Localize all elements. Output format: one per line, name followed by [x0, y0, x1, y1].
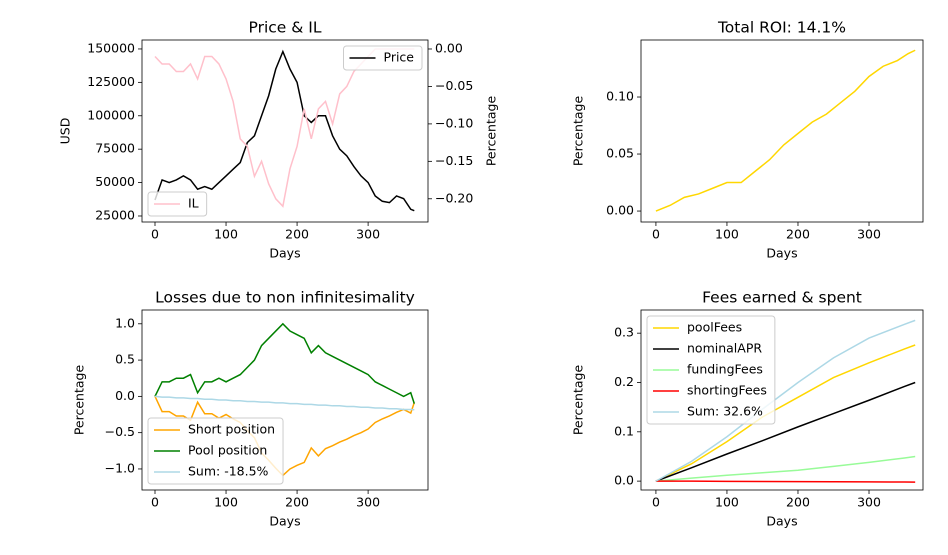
y2-axis-label: Percentage	[484, 96, 499, 167]
y-tick-label: 0.10	[606, 89, 634, 104]
legend-label: Sum: -18.5%	[188, 464, 269, 479]
x-tick-label: 300	[356, 495, 380, 510]
series-line	[154, 48, 415, 208]
y-tick-label: 150000	[87, 40, 135, 55]
axes-frame	[640, 309, 924, 491]
x-tick-label: 300	[356, 227, 380, 242]
legend-label: IL	[188, 196, 199, 211]
chart-title: Total ROI: 14.1%	[717, 19, 846, 37]
legend: Price	[343, 45, 423, 71]
y-tick-label: 25000	[95, 207, 135, 222]
series-line	[154, 395, 415, 411]
x-tick-label: 300	[857, 227, 881, 242]
subplot: 0 100 200 300 0.0 0.1 0.2 0.3 Fees earned & spen…	[571, 289, 924, 529]
x-axis-label: Days	[766, 246, 797, 261]
legend-label: poolFees	[687, 320, 742, 335]
legend-label: Short position	[188, 422, 275, 437]
series-line	[655, 344, 916, 482]
x-tick-label: 0	[151, 495, 159, 510]
x-axis-label: Days	[766, 514, 797, 529]
axes-frame	[141, 309, 429, 491]
y-tick-label: 0.5	[115, 352, 135, 367]
x-tick-label: 100	[214, 227, 238, 242]
subplot: 0 100 200 300 25000 50000 75000 100000 125000 150…	[58, 19, 499, 261]
x-tick-label: 100	[214, 495, 238, 510]
legend-label: Sum: 32.6%	[687, 404, 763, 419]
subplot: 0 100 200 300 0.00 0.05 0.10 Total ROI: 14.1% Da…	[571, 19, 924, 261]
y2-tick-label: −0.15	[435, 153, 473, 168]
subplot: 0 100 200 300 −1.0 −0.5 0.0 0.5 1.0 Losses due to…	[72, 289, 429, 529]
y-tick-label: 125000	[87, 74, 135, 89]
series-line	[655, 480, 916, 483]
x-axis-label: Days	[269, 246, 300, 261]
y-axis-label: Percentage	[571, 365, 586, 436]
y2-tick-label: 0.00	[435, 40, 463, 55]
legend-box	[147, 417, 284, 485]
y2-tick-label: −0.20	[435, 190, 473, 205]
series-line	[154, 322, 416, 404]
legend-box	[343, 45, 423, 71]
y-tick-label: 0.1	[614, 423, 634, 438]
chart-title: Fees earned & spent	[702, 289, 862, 307]
y-axis-label: Percentage	[72, 365, 87, 436]
y-tick-label: 0.05	[606, 146, 634, 161]
y-tick-label: 75000	[95, 141, 135, 156]
y-tick-label: −0.5	[105, 424, 135, 439]
legend-label: Pool position	[188, 443, 267, 458]
y-axis-label: Percentage	[571, 96, 586, 167]
y-tick-label: 0.3	[614, 325, 634, 340]
y-tick-label: 100000	[87, 107, 135, 122]
y-tick-label: 1.0	[115, 315, 135, 330]
y-tick-label: 0.2	[614, 374, 634, 389]
legend: poolFees nominalAPR fundingFees shortingFee…	[646, 315, 776, 425]
y-tick-label: 0.0	[614, 473, 634, 488]
series-line	[154, 396, 416, 477]
y-tick-label: 0.00	[606, 203, 634, 218]
series-line	[655, 455, 916, 482]
series-line	[655, 49, 916, 212]
x-tick-label: 100	[715, 227, 739, 242]
series-line	[655, 319, 916, 482]
y2-tick-label: −0.05	[435, 78, 473, 93]
x-tick-label: 200	[786, 227, 810, 242]
y2-tick-label: −0.10	[435, 115, 473, 130]
axes-frame	[141, 39, 429, 223]
chart-title: Losses due to non infinitesimality	[155, 289, 415, 307]
legend-label: nominalAPR	[687, 341, 762, 356]
x-tick-label: 200	[786, 495, 810, 510]
x-axis-label: Days	[269, 514, 300, 529]
x-tick-label: 300	[857, 495, 881, 510]
legend: Short position Pool position Sum: -18.5%	[147, 417, 284, 485]
y-tick-label: 50000	[95, 174, 135, 189]
axes-frame	[640, 39, 924, 223]
chart-title: Price & IL	[249, 19, 322, 37]
legend-box	[646, 315, 776, 425]
y-axis-label: USD	[58, 118, 73, 145]
legend: IL	[147, 191, 208, 217]
x-tick-label: 200	[285, 495, 309, 510]
x-tick-label: 0	[151, 227, 159, 242]
y-tick-label: 0.0	[115, 388, 135, 403]
series-line	[655, 381, 916, 482]
legend-label: shortingFees	[687, 383, 767, 398]
y-tick-label: −1.0	[105, 460, 135, 475]
series-line	[154, 49, 415, 212]
legend-label: Price	[384, 50, 415, 65]
x-tick-label: 0	[652, 227, 660, 242]
x-tick-label: 200	[285, 227, 309, 242]
x-tick-label: 0	[652, 495, 660, 510]
legend-label: fundingFees	[687, 362, 763, 377]
x-tick-label: 100	[715, 495, 739, 510]
